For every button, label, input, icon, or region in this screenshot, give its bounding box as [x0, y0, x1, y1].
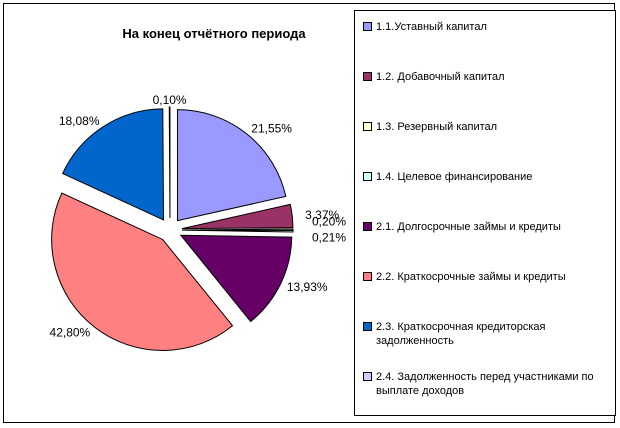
legend-label: 2.2. Краткосрочные займы и кредиты [376, 271, 566, 283]
data-label: 21,55% [251, 122, 292, 136]
data-label: 0,21% [312, 230, 346, 244]
legend-label: 1.1.Уставный капитал [376, 21, 487, 33]
legend-swatch [363, 22, 372, 31]
chart-area: На конец отчётного периода 21,55% 3,37% 0,… [3, 3, 616, 423]
legend: 1.1.Уставный капитал 1.2. Добавочный капи… [354, 10, 616, 416]
legend-label: 1.4. Целевое финансирование [376, 171, 533, 183]
pie-slice [168, 106, 171, 219]
legend-swatch [363, 272, 372, 281]
pie-chart: 21,55% 3,37%0,20%0,21% 13,93% 42,80% 18,08% 0… [50, 93, 346, 351]
data-label: 0,10% [153, 93, 187, 107]
data-label: 0,20% [312, 215, 346, 229]
data-label: 18,08% [59, 114, 100, 128]
legend-label: 2.3. Краткосрочная кредиторская задолжен… [376, 321, 546, 347]
legend-swatch [363, 322, 372, 331]
legend-swatch [363, 172, 372, 181]
legend-swatch [363, 72, 372, 81]
legend-label: 1.3. Резервный капитал [376, 121, 498, 133]
pie-slice [61, 108, 164, 221]
pie-slice [179, 234, 293, 323]
pie-slice [177, 109, 287, 222]
legend-label: 2.4. Задолженность перед участниками по … [376, 371, 594, 397]
data-label: 13,93% [287, 280, 328, 294]
legend-label: 2.1. Долгосрочные займы и кредиты [376, 221, 561, 233]
legend-swatch [363, 222, 372, 231]
legend-swatch [363, 372, 372, 381]
chart-title: На конец отчётного периода [122, 26, 306, 41]
pie-slice [181, 229, 294, 233]
data-label: 42,80% [50, 326, 91, 340]
data-label: 3,37% [305, 208, 339, 222]
legend-swatch [363, 122, 372, 131]
pie-slice [181, 203, 294, 230]
pie-slice [51, 192, 234, 351]
legend-label: 1.2. Добавочный капитал [376, 71, 505, 83]
